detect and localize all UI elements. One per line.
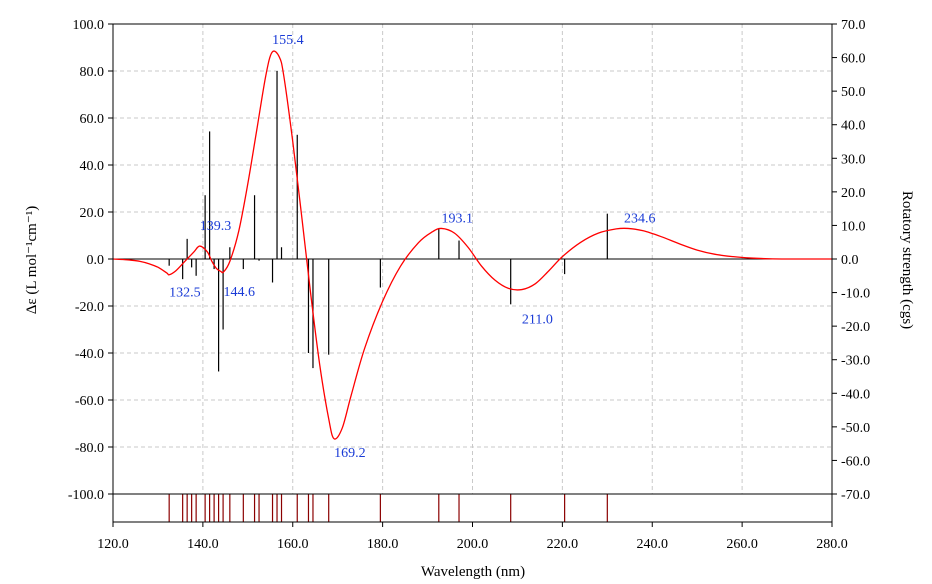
peak-label: 144.6 [224,285,256,300]
left-y-tick-label: -60.0 [75,394,104,409]
right-y-tick-label: 70.0 [841,18,866,33]
right-y-tick-label: -30.0 [841,354,870,369]
left-y-tick-label: 80.0 [80,65,105,80]
left-y-tick-label: 40.0 [80,159,105,174]
left-y-tick-label: -40.0 [75,347,104,362]
right-y-tick-label: -70.0 [841,488,870,503]
right-y-axis-ticks: 70.0 60.0 50.0 40.0 30.0 20.0 10.0 0.0 -10.0 -20.… [832,18,870,503]
cd-curve-layer [112,50,832,440]
left-y-tick-label: -20.0 [75,300,104,315]
peak-label: 132.5 [169,286,201,301]
peak-label: 139.3 [200,219,232,234]
right-y-tick-label: -10.0 [841,287,870,302]
left-y-tick-label: 0.0 [87,253,105,268]
right-y-tick-label: -40.0 [841,387,870,402]
x-tick-label: 220.0 [547,537,579,552]
right-y-tick-label: -60.0 [841,454,870,469]
left-y-axis-title: Δε (L mol⁻¹cm⁻¹) [24,206,40,315]
right-y-tick-label: 0.0 [841,253,859,268]
x-tick-label: 140.0 [187,537,219,552]
left-y-tick-label: -100.0 [68,488,104,503]
left-y-tick-label: -80.0 [75,441,104,456]
left-y-tick-label: 100.0 [73,18,105,33]
cd-spectrum-curve [112,50,832,440]
right-y-tick-label: 50.0 [841,85,866,100]
x-tick-label: 240.0 [637,537,669,552]
peak-label-layer: 155.4 139.3 132.5 144.6 169.2 193.1 211.0 234.6 [169,33,655,461]
peak-label: 169.2 [334,446,366,461]
x-axis-title: Wavelength (nm) [421,564,525,580]
x-tick-label: 200.0 [457,537,489,552]
peak-label: 211.0 [522,313,553,328]
x-tick-label: 160.0 [277,537,309,552]
peak-label: 155.4 [272,33,304,48]
right-y-tick-label: -50.0 [841,421,870,436]
x-tick-label: 260.0 [726,537,758,552]
right-y-tick-label: 40.0 [841,119,866,134]
left-y-axis-ticks: 100.0 80.0 60.0 40.0 20.0 0.0 -20.0 -40.0 -60.0 -… [68,18,113,503]
right-y-tick-label: 30.0 [841,152,866,167]
transition-tick-marks [168,494,608,522]
right-y-tick-label: 20.0 [841,186,866,201]
right-y-tick-label: -20.0 [841,320,870,335]
right-y-axis-title: Rotatory strength (cgs) [899,191,915,329]
x-tick-label: 280.0 [816,537,848,552]
right-y-tick-label: 10.0 [841,219,866,234]
x-tick-label: 120.0 [97,537,129,552]
x-axis-ticks: 120.0 140.0 160.0 180.0 200.0 220.0 240.0 260.0… [97,522,848,552]
right-y-tick-label: 60.0 [841,52,866,67]
x-tick-label: 180.0 [367,537,399,552]
left-y-tick-label: 20.0 [80,206,105,221]
peak-label: 193.1 [441,211,473,226]
left-y-tick-label: 60.0 [80,112,105,127]
peak-label: 234.6 [624,211,656,226]
